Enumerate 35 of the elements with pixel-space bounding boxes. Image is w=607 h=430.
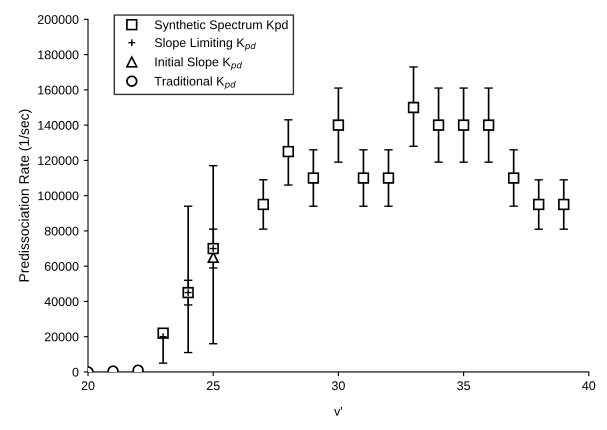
y-tick-label: 200000 — [38, 15, 79, 24]
point — [508, 172, 520, 184]
y-axis-title: Predissociation Rate (1/sec) — [18, 110, 32, 282]
point — [458, 119, 470, 131]
point — [258, 198, 269, 210]
point — [282, 146, 294, 158]
legend-label: Initial Slope K$_{pd}$ — [155, 57, 242, 70]
y-tick-label: 180000 — [38, 50, 79, 60]
point — [332, 119, 344, 131]
point — [533, 198, 544, 210]
y-tick-label: 60000 — [44, 262, 78, 271]
point — [358, 172, 370, 184]
point — [382, 172, 394, 184]
point — [558, 198, 570, 210]
x-axis-title: v' — [334, 406, 342, 416]
y-tick-label: 20000 — [44, 332, 78, 342]
y-tick-label: 120000 — [38, 156, 79, 166]
y-tick-label: 100000 — [38, 191, 79, 200]
x-tick-label: 30 — [332, 381, 345, 390]
point — [482, 119, 494, 131]
y-tick-label: 160000 — [38, 86, 79, 95]
legend-label: Synthetic Spectrum Kpd — [154, 20, 288, 32]
legend-label: Traditional K$_{pd}$ — [154, 76, 236, 90]
y-tick-label: 0 — [72, 368, 78, 377]
y-tick-label: 80000 — [44, 226, 78, 236]
x-tick-label: 40 — [582, 381, 596, 390]
y-tick-label: 140000 — [38, 120, 79, 130]
legend-label: Slope Limiting K$_{pd}$ — [154, 38, 256, 51]
point — [308, 172, 320, 184]
y-tick-label: 40000 — [44, 297, 78, 306]
x-tick-label: 20 — [82, 381, 94, 390]
point — [432, 119, 444, 131]
x-tick-label: 35 — [457, 381, 470, 390]
x-tick-label: 25 — [206, 381, 220, 390]
point — [408, 102, 420, 114]
